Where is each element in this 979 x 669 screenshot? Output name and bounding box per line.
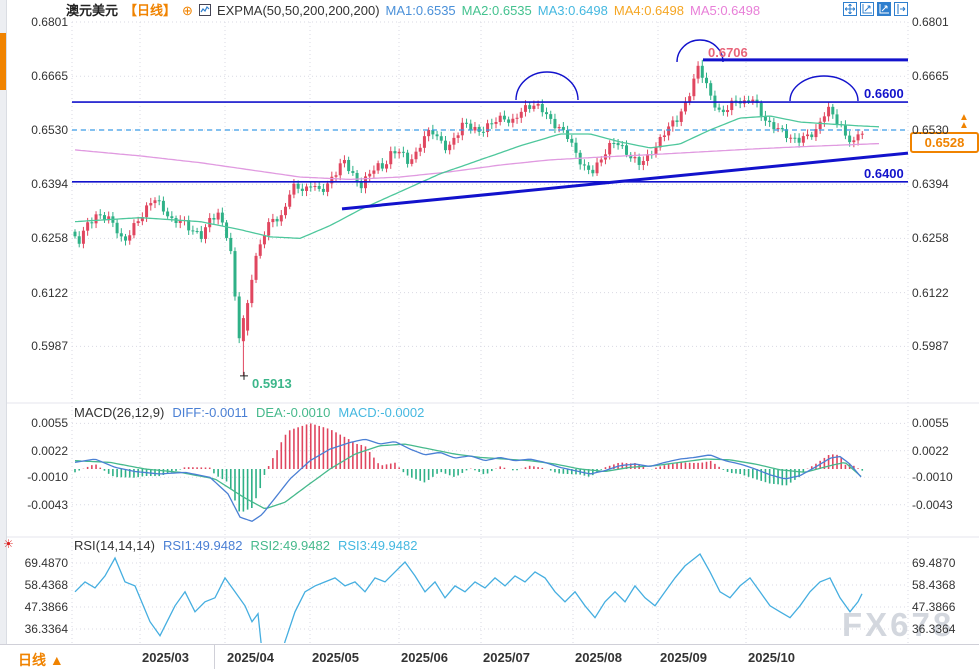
period-tag[interactable]: 【日线】: [124, 3, 177, 18]
month-label: 2025/04: [227, 650, 274, 665]
axis-scale-active-icon[interactable]: [877, 2, 891, 16]
main-ytick-right: 0.6801: [912, 15, 949, 29]
macd-series: [74, 423, 864, 523]
chart-header: 澳元美元 【日线】 ⊕ EXPMA(50,50,200,200,200) MA1:0.6…: [66, 3, 772, 18]
main-ytick-left: 0.6394: [31, 177, 68, 192]
main-ytick-left: 0.6530: [31, 122, 68, 137]
ma-value-2: MA3:0.6498: [537, 3, 608, 18]
macd-value-0: DIFF:-0.0011: [172, 405, 248, 420]
main-ytick-right: 0.6122: [912, 285, 949, 300]
add-indicator-icon[interactable]: ⊕: [182, 3, 193, 18]
period-label-text: 日线: [18, 652, 46, 668]
exit-right-icon[interactable]: [894, 2, 908, 16]
main-ytick-right: 0.5987: [912, 339, 949, 354]
macd-ytick-left: -0.0043: [27, 497, 68, 512]
resistance-label: 0.6600: [864, 86, 904, 101]
current-price-tag[interactable]: 0.6528: [910, 132, 979, 153]
ma-value-3: MA4:0.6498: [613, 3, 684, 18]
rsi-value-0: RSI1:49.9482: [162, 538, 243, 553]
macd-ytick-right: 0.0022: [912, 443, 949, 458]
rsi-ytick-left: 69.4870: [24, 555, 68, 570]
rsi-ytick-right: 36.3364: [912, 622, 956, 636]
macd-value-2: MACD:-0.0002: [338, 405, 425, 420]
main-ytick-right: 0.6258: [912, 231, 949, 246]
low-price-label: 0.5913: [252, 376, 292, 391]
month-label: 2025/05: [312, 650, 359, 665]
time-axis-bar: 日线 ▲: [0, 644, 979, 669]
macd-ytick-left: 0.0022: [31, 443, 68, 458]
macd-legend: DIFF:-0.0011 DEA:-0.0010 MACD:-0.0002: [172, 405, 432, 420]
watermark: FX678: [842, 606, 955, 643]
support-label: 0.6400: [864, 166, 904, 181]
ma-value-1: MA2:0.6535: [461, 3, 532, 18]
resistance-high-label: 0.6706: [708, 45, 748, 60]
main-ytick-left: 0.6258: [31, 231, 68, 246]
rsi-value-2: RSI3:49.9482: [337, 538, 418, 553]
pan-cross-icon[interactable]: [843, 2, 857, 16]
period-selector[interactable]: 日线 ▲: [0, 645, 215, 669]
main-ytick-left: 0.5987: [31, 339, 68, 354]
month-label: 2025/08: [575, 650, 622, 665]
chart-toolbar: [843, 2, 908, 16]
main-ytick-left: 0.6801: [31, 15, 68, 29]
macd-ytick-left: 0.0055: [31, 416, 68, 431]
rsi-ytick-left: 58.4368: [24, 577, 68, 592]
rsi-header: RSI(14,14,14) RSI1:49.9482 RSI2:49.9482 RSI…: [74, 539, 433, 553]
macd-ytick-left: -0.0010: [27, 470, 68, 485]
ma-value-0: MA1:0.6535: [385, 3, 456, 18]
macd-ytick-right: -0.0010: [912, 470, 953, 485]
macd-ytick-right: 0.0055: [912, 416, 949, 431]
main-ytick-left: 0.6665: [31, 69, 68, 84]
indicator-label[interactable]: EXPMA(50,50,200,200,200): [216, 3, 380, 18]
rsi-value-1: RSI2:49.9482: [250, 538, 330, 553]
main-ytick-right: 0.6394: [912, 177, 949, 192]
ma-legend: MA1:0.6535 MA2:0.6535 MA3:0.6498 MA4:0.6498…: [386, 3, 767, 18]
main-ytick-right: 0.6530: [912, 122, 949, 137]
chart-type-icon[interactable]: [198, 3, 211, 18]
left-sidebar-strip[interactable]: [0, 0, 7, 644]
rsi-ytick-left: 47.3866: [24, 600, 68, 614]
main-ytick-right: 0.6665: [912, 69, 949, 84]
macd-header: MACD(26,12,9) DIFF:-0.0011 DEA:-0.0010 MACD…: [74, 406, 440, 420]
period-dropdown-arrow: ▲: [49, 652, 64, 668]
rsi-ytick-left: 36.3364: [24, 622, 68, 636]
ma-value-4: MA5:0.6498: [689, 3, 761, 18]
month-label: 2025/06: [401, 650, 448, 665]
month-label: 2025/09: [660, 650, 707, 665]
candlestick-series: [73, 59, 880, 376]
rsi-ytick-right: 58.4368: [912, 577, 956, 592]
brightness-icon[interactable]: ☀: [3, 537, 14, 551]
rsi-series: [74, 553, 863, 643]
macd-value-1: DEA:-0.0010: [255, 405, 331, 420]
main-ytick-left: 0.6122: [31, 285, 68, 300]
month-label: 2025/10: [748, 650, 795, 665]
axis-scale-icon[interactable]: [860, 2, 874, 16]
sidebar-orange-segment[interactable]: [0, 33, 6, 90]
rsi-ytick-right: 47.3866: [912, 600, 956, 614]
price-up-arrow-icon: ▲ ▲: [959, 112, 969, 131]
rsi-name[interactable]: RSI(14,14,14): [74, 538, 155, 553]
macd-name[interactable]: MACD(26,12,9): [74, 405, 165, 420]
macd-ytick-right: -0.0043: [912, 497, 953, 512]
month-label: 2025/03: [142, 650, 189, 665]
rsi-legend: RSI1:49.9482 RSI2:49.9482 RSI3:49.9482: [163, 538, 426, 553]
symbol-title: 澳元美元: [66, 3, 119, 18]
month-label: 2025/07: [483, 650, 530, 665]
rsi-ytick-right: 69.4870: [912, 555, 956, 570]
